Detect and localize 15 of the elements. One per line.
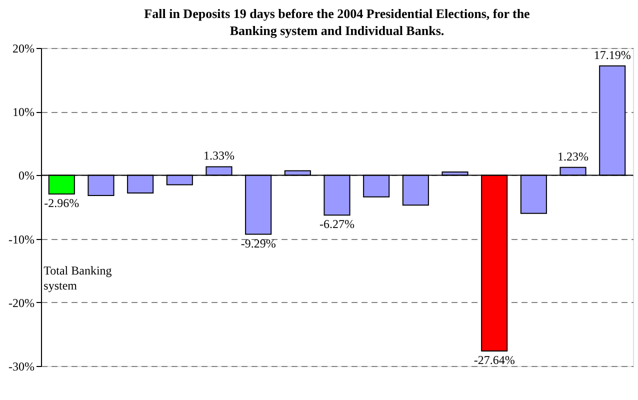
y-tick-label: 0% [18, 168, 34, 183]
y-tick-label: 10% [12, 105, 34, 120]
y-tick-label: -10% [8, 232, 34, 246]
y-tick-label: 20% [12, 42, 34, 56]
y-tick-label: -20% [8, 296, 34, 310]
data-label: -9.29% [240, 236, 276, 250]
data-label: -27.64% [474, 352, 515, 367]
data-label: 17.19% [594, 48, 631, 62]
annotation: Total Banking system [44, 264, 112, 293]
y-tick-label: -30% [8, 360, 34, 374]
data-label: 1.23% [558, 149, 589, 164]
data-label: -2.96% [44, 196, 80, 210]
chart-title: Fall in Deposits 19 days before the 2004 Presidential Elections, for the Banking system and Individual Banks. [144, 6, 530, 38]
data-label: -6.27% [320, 217, 354, 232]
data-label: 1.33% [203, 148, 234, 163]
